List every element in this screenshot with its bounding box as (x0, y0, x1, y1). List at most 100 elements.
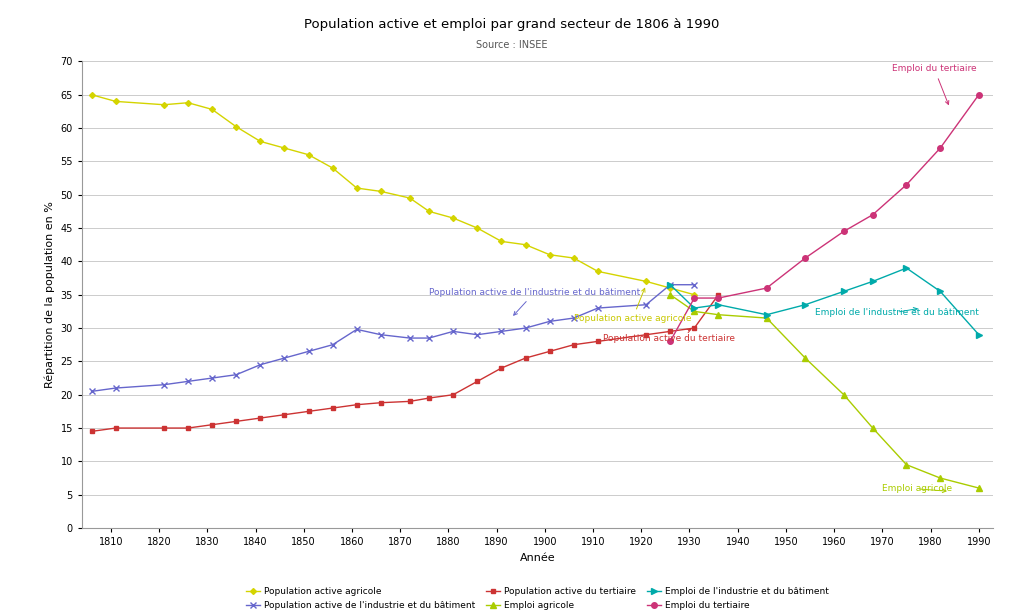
Emploi agricole (688, 308, 700, 315)
Population active agricole (182, 99, 195, 106)
Line: Population active agricole: Population active agricole (89, 93, 696, 297)
X-axis label: Année: Année (520, 553, 555, 562)
Population active du tertiaire (230, 418, 243, 425)
Emploi du tertiaire (866, 211, 879, 219)
Population active de l'industrie et du bâtiment (85, 387, 97, 395)
Text: Population active et emploi par grand secteur de 1806 à 1990: Population active et emploi par grand se… (304, 18, 720, 31)
Population active du tertiaire (713, 291, 725, 298)
Population active de l'industrie et du bâtiment (302, 348, 314, 355)
Emploi agricole (713, 311, 725, 319)
Emploi du tertiaire (838, 228, 850, 235)
Population active agricole (327, 165, 339, 172)
Population active agricole (403, 195, 416, 202)
Emploi de l'industrie et du bâtiment (900, 265, 912, 272)
Emploi de l'industrie et du bâtiment (866, 278, 879, 285)
Population active de l'industrie et du bâtiment (688, 281, 700, 289)
Population active du tertiaire (350, 401, 362, 408)
Text: Emploi du tertiaire: Emploi du tertiaire (892, 64, 977, 104)
Emploi du tertiaire (973, 91, 985, 98)
Population active agricole (85, 91, 97, 98)
Emploi agricole (761, 314, 773, 322)
Text: Population active agricole: Population active agricole (573, 289, 691, 324)
Population active agricole (302, 151, 314, 158)
Population active de l'industrie et du bâtiment (206, 375, 218, 382)
Population active de l'industrie et du bâtiment (230, 371, 243, 378)
Population active de l'industrie et du bâtiment (567, 314, 580, 322)
Emploi du tertiaire (900, 181, 912, 188)
Population active agricole (471, 224, 483, 231)
Legend: Population active agricole, Population active de l'industrie et du bâtiment, Pop: Population active agricole, Population a… (243, 584, 833, 613)
Emploi de l'industrie et du bâtiment (838, 288, 850, 295)
Population active de l'industrie et du bâtiment (519, 324, 531, 332)
Emploi agricole (664, 291, 676, 298)
Population active agricole (688, 291, 700, 298)
Population active de l'industrie et du bâtiment (423, 335, 435, 342)
Emploi de l'industrie et du bâtiment (713, 301, 725, 308)
Population active du tertiaire (375, 399, 387, 406)
Line: Emploi agricole: Emploi agricole (668, 292, 982, 491)
Population active du tertiaire (447, 391, 460, 398)
Emploi du tertiaire (688, 294, 700, 301)
Population active agricole (158, 101, 170, 109)
Emploi agricole (934, 475, 946, 482)
Emploi de l'industrie et du bâtiment (688, 305, 700, 312)
Population active de l'industrie et du bâtiment (110, 384, 122, 392)
Population active du tertiaire (206, 421, 218, 429)
Population active de l'industrie et du bâtiment (403, 335, 416, 342)
Emploi de l'industrie et du bâtiment (799, 301, 811, 308)
Emploi agricole (900, 461, 912, 468)
Population active de l'industrie et du bâtiment (158, 381, 170, 389)
Emploi agricole (866, 424, 879, 432)
Population active du tertiaire (496, 364, 508, 371)
Population active du tertiaire (158, 424, 170, 432)
Population active du tertiaire (254, 414, 266, 422)
Population active du tertiaire (423, 394, 435, 402)
Population active du tertiaire (182, 424, 195, 432)
Text: Source : INSEE: Source : INSEE (476, 40, 548, 50)
Emploi de l'industrie et du bâtiment (664, 281, 676, 289)
Text: Emploi agricole: Emploi agricole (883, 484, 952, 494)
Emploi de l'industrie et du bâtiment (934, 288, 946, 295)
Population active du tertiaire (664, 328, 676, 335)
Population active de l'industrie et du bâtiment (350, 325, 362, 333)
Population active du tertiaire (110, 424, 122, 432)
Population active agricole (664, 284, 676, 292)
Population active du tertiaire (544, 348, 556, 355)
Population active du tertiaire (85, 428, 97, 435)
Population active du tertiaire (688, 324, 700, 332)
Population active du tertiaire (327, 405, 339, 412)
Line: Population active du tertiaire: Population active du tertiaire (89, 293, 721, 433)
Population active de l'industrie et du bâtiment (375, 331, 387, 338)
Population active agricole (254, 138, 266, 145)
Line: Emploi de l'industrie et du bâtiment: Emploi de l'industrie et du bâtiment (668, 265, 982, 338)
Emploi du tertiaire (799, 254, 811, 262)
Population active de l'industrie et du bâtiment (640, 301, 652, 308)
Emploi du tertiaire (934, 144, 946, 152)
Population active agricole (592, 268, 604, 275)
Population active du tertiaire (567, 341, 580, 348)
Population active du tertiaire (471, 378, 483, 385)
Population active de l'industrie et du bâtiment (447, 328, 460, 335)
Population active agricole (519, 241, 531, 249)
Population active agricole (206, 106, 218, 113)
Population active agricole (447, 214, 460, 222)
Emploi du tertiaire (761, 284, 773, 292)
Text: Emploi de l'industrie et du bâtiment: Emploi de l'industrie et du bâtiment (815, 308, 979, 317)
Population active du tertiaire (302, 408, 314, 415)
Population active du tertiaire (279, 411, 291, 418)
Population active agricole (279, 144, 291, 152)
Emploi agricole (799, 354, 811, 362)
Population active de l'industrie et du bâtiment (279, 354, 291, 362)
Population active du tertiaire (640, 331, 652, 338)
Population active agricole (110, 98, 122, 105)
Population active du tertiaire (592, 338, 604, 345)
Population active agricole (640, 278, 652, 285)
Population active de l'industrie et du bâtiment (182, 378, 195, 385)
Population active du tertiaire (403, 398, 416, 405)
Population active agricole (375, 188, 387, 195)
Line: Population active de l'industrie et du bâtiment: Population active de l'industrie et du b… (89, 282, 697, 394)
Population active agricole (567, 254, 580, 262)
Emploi du tertiaire (664, 338, 676, 345)
Population active de l'industrie et du bâtiment (327, 341, 339, 348)
Population active agricole (423, 208, 435, 215)
